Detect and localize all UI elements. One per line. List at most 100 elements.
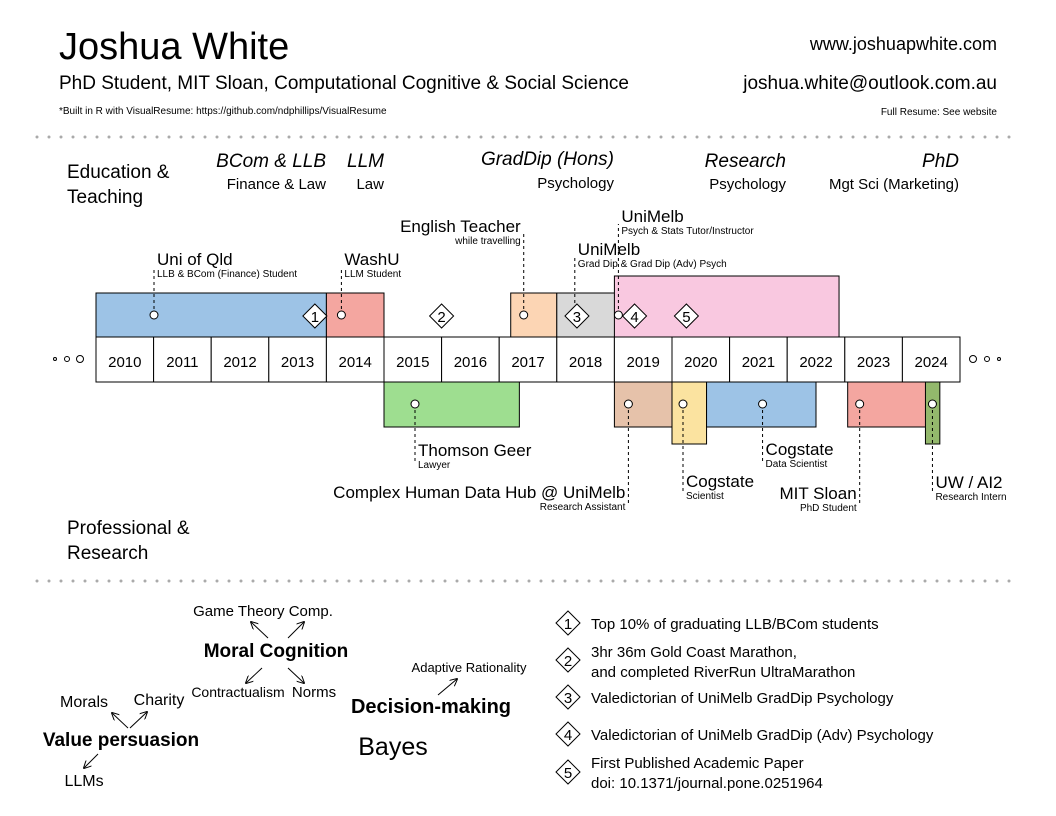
year-cell (613, 336, 673, 383)
continuation-dot (76, 355, 84, 363)
achievement-item: 4 Valedictorian of UniMelb GradDip (Adv)… (555, 721, 934, 747)
achievement-item: 2 3hr 36m Gold Coast Marathon, and compl… (555, 644, 855, 681)
timeline-sublabel: Lawyer (418, 460, 451, 471)
timeline-point (149, 310, 159, 320)
milestone-number: 3 (573, 309, 581, 326)
skill-label: Moral Cognition (204, 641, 349, 662)
resume-name: Joshua White (59, 26, 289, 68)
year-tick-label: 2013 (281, 354, 314, 371)
skill-arrow (84, 753, 99, 768)
timeline-label: WashU (344, 250, 399, 269)
year-tick-label: 2016 (454, 354, 487, 371)
year-tick-label: 2018 (569, 354, 602, 371)
milestone-number: 5 (564, 765, 572, 782)
degree-title: LLM (347, 151, 384, 172)
timeline-sublabel: Psych & Stats Tutor/Instructor (621, 226, 754, 237)
achievement-item: 1 Top 10% of graduating LLB/BCom student… (555, 610, 879, 636)
milestone-diamond (555, 610, 581, 636)
milestone-diamond (555, 647, 581, 673)
milestone-number: 1 (311, 309, 319, 326)
degree-list: BCom & LLB Finance & Law LLM Law GradDip… (216, 149, 959, 193)
degree-field: Mgt Sci (Marketing) (829, 176, 959, 193)
skill-label: Decision-making (351, 696, 511, 718)
year-cell (844, 336, 903, 383)
timeline-sublabel: while travelling (454, 236, 521, 247)
timeline-label: Thomson Geer (418, 441, 532, 460)
milestone-diamond (564, 303, 590, 329)
year-tick-label: 2014 (339, 354, 372, 371)
degree-field: Psychology (709, 176, 786, 193)
year-cell (729, 336, 788, 383)
achievement-item: 5 First Published Academic Paper doi: 10… (555, 755, 823, 792)
year-cell (153, 336, 212, 383)
continuation-dot (53, 357, 57, 361)
year-tick-label: 2024 (915, 354, 948, 371)
timeline-point (758, 399, 768, 409)
year-cell (786, 336, 846, 383)
timeline-point (678, 399, 688, 409)
timeline-point (613, 310, 623, 320)
milestone-number: 3 (564, 690, 572, 707)
timeline-sublabel: Data Scientist (766, 459, 828, 470)
milestone-number: 1 (564, 616, 572, 633)
year-cell (95, 336, 155, 383)
full-resume-note: Full Resume: See website (881, 107, 998, 118)
achievement-text: and completed RiverRun UltraMarathon (591, 664, 855, 681)
professional-bars (383, 381, 941, 445)
timeline-bar (383, 381, 520, 428)
email-link[interactable]: joshua.white@outlook.com.au (742, 73, 997, 94)
timeline-bar (613, 381, 673, 428)
achievement-text: Valedictorian of UniMelb GradDip Psychol… (591, 690, 894, 707)
degree-title: BCom & LLB (216, 151, 326, 172)
skill-arrow (246, 667, 263, 683)
timeline-label: Complex Human Data Hub @ UniMelb (333, 483, 625, 502)
timeline-point (410, 399, 420, 409)
skill-arrow (112, 713, 129, 729)
degree-title: PhD (922, 151, 959, 172)
year-axis: 2010 2011 2012 2013 2014 2015 2016 2017 2018 2019… (95, 336, 961, 383)
year-tick-label: 2010 (108, 354, 141, 371)
skill-label: Bayes (358, 733, 427, 761)
year-cell (556, 336, 615, 383)
year-cell (498, 336, 558, 383)
milestone-diamond (555, 684, 581, 710)
year-tick-label: 2023 (857, 354, 890, 371)
timeline-point (855, 399, 865, 409)
timeline-label: UW / AI2 (935, 473, 1002, 492)
milestone-number: 2 (437, 309, 445, 326)
achievement-text: First Published Academic Paper (591, 755, 804, 772)
achievement-text: doi: 10.1371/journal.pone.0251964 (591, 775, 823, 792)
timeline-sublabel: Research Assistant (540, 502, 626, 513)
skill-arrow (287, 667, 304, 683)
degree-field: Finance & Law (227, 176, 326, 193)
milestone-diamond (621, 303, 648, 329)
timeline-sublabel: Grad Dip & Grad Dip (Adv) Psych (578, 259, 727, 270)
degree-title: Research (705, 151, 786, 172)
continuation-dot (64, 356, 70, 362)
year-cell (901, 336, 961, 383)
year-tick-label: 2012 (223, 354, 256, 371)
year-cell (325, 336, 385, 383)
timeline-label: UniMelb (621, 207, 683, 226)
skill-arrow (251, 622, 269, 639)
year-tick-label: 2017 (511, 354, 544, 371)
timeline-bar (95, 292, 327, 338)
timeline-point (519, 310, 529, 320)
milestone-diamond (673, 303, 700, 329)
continuation-dot (997, 357, 1001, 361)
timeline-bar (671, 381, 708, 445)
year-tick-label: 2021 (742, 354, 775, 371)
timeline-sublabel: Scientist (686, 491, 724, 502)
skill-label: Morals (60, 694, 108, 711)
skill-label: Game Theory Comp. (193, 603, 333, 620)
timeline-bar (613, 275, 840, 338)
resume-subtitle: PhD Student, MIT Sloan, Computational Co… (59, 73, 629, 94)
milestone-diamond (428, 303, 455, 329)
skill-label: Contractualism (191, 684, 284, 700)
education-bars (95, 275, 840, 338)
education-section-label: Education & Teaching (67, 162, 175, 208)
milestone-diamond (555, 759, 581, 785)
website-link[interactable]: www.joshuapwhite.com (809, 34, 997, 54)
